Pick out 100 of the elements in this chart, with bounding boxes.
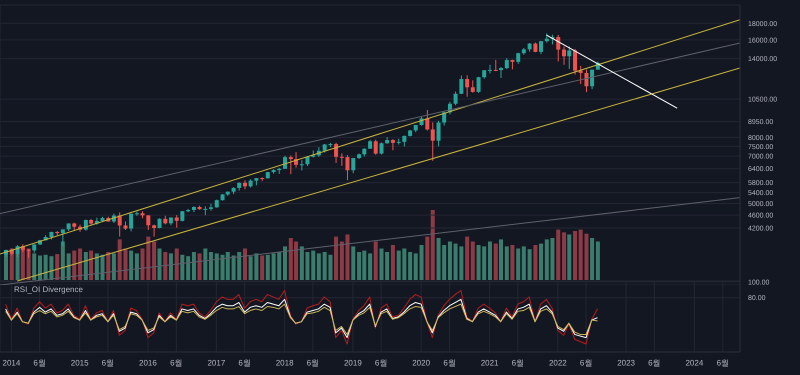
x-tick-label: 2019 [344,358,362,368]
x-tick-label: 6월 [33,358,46,368]
candlestick [380,142,384,156]
candlestick [476,76,481,94]
bar [334,236,338,280]
candlestick [118,212,122,238]
candlestick [425,109,430,131]
candlestick [567,46,572,70]
x-tick-label: 6월 [170,358,183,368]
candlestick [374,139,378,156]
bar [198,253,202,280]
candlestick [334,142,338,164]
x-tick-label: 6월 [580,358,592,368]
bar [260,256,264,280]
candlestick [288,155,293,175]
bar [420,245,424,280]
candlestick [129,213,134,232]
bar [465,236,470,280]
candlestick [174,214,179,228]
bar [556,230,560,280]
bar [32,253,36,280]
candlestick [351,157,356,174]
bar [55,254,60,280]
text: RSI_OI Divergence [14,285,83,294]
candlestick [584,69,588,93]
bar [49,256,54,280]
candlestick [158,218,162,229]
bar [374,242,378,280]
candlestick [152,224,156,238]
bar [168,253,173,280]
candlestick [459,74,464,95]
x-tick-label: 6월 [374,358,388,368]
bar [163,252,168,280]
x-tick-label: 6월 [648,358,661,368]
bar [584,234,588,280]
candlestick [180,210,184,222]
x-tick-label: 2016 [139,358,158,368]
bar [140,248,145,280]
bar [242,248,247,280]
candlestick [499,66,504,78]
x-tick-label: 6월 [306,358,320,368]
candlestick [390,138,395,151]
bar [283,246,288,280]
bar [84,252,88,280]
x-tick-label: 2020 [412,358,431,368]
bar [174,248,179,280]
bar [89,250,94,280]
bar [533,245,538,280]
x-tick-label: 2017 [207,358,226,368]
candlestick [494,59,498,72]
x-tick-label: 2014 [2,358,21,368]
bar [134,253,139,280]
x-tick-label: 6월 [443,358,456,368]
bar [254,253,258,280]
bar [158,248,162,280]
x-tick-label: 2024 [685,358,704,368]
candlestick [590,69,594,90]
bar [192,252,196,280]
bar [499,239,504,280]
bar [106,252,110,280]
bar [596,242,600,280]
bar [112,253,116,280]
candlestick [436,120,441,147]
bar [510,245,514,280]
bar [539,244,544,280]
candlestick [562,46,566,66]
candlestick [454,91,458,106]
bar [590,238,594,280]
candlestick [533,42,538,53]
bar [516,248,520,280]
candlestick [539,40,544,55]
x-tick-label: 2018 [276,358,294,368]
candlestick [300,160,304,171]
bar [118,239,122,280]
candlestick [510,59,514,70]
x-tick-label: 2015 [70,358,90,368]
bar [390,245,395,280]
x-tick-label: 6월 [102,358,114,368]
bar [504,246,509,280]
bar [494,244,498,280]
candlestick [146,214,150,230]
candlestick [516,52,520,64]
bar [123,248,128,280]
candlestick [242,180,247,190]
bar [567,234,572,280]
x-tick-label: 6월 [238,358,251,368]
bar [470,242,475,280]
x-tick-label: 6월 [512,358,524,368]
x-tick-label: 2021 [480,358,500,368]
bar [396,250,401,280]
bar [459,246,464,280]
candlestick [504,58,509,70]
candlestick [578,65,583,84]
candlestick [556,34,560,62]
candlestick [283,155,288,170]
x-tick-label: 2023 [617,358,636,368]
candlestick [470,80,475,94]
candlestick [465,74,470,98]
candlestick [544,32,549,44]
bar [129,250,134,280]
